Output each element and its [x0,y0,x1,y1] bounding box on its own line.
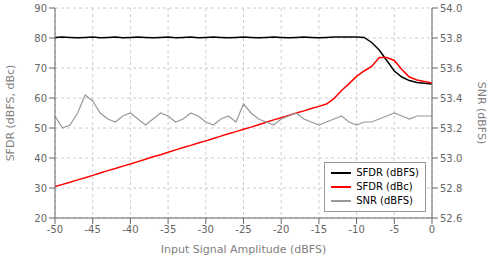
svg-text:52.8: 52.8 [440,183,462,194]
svg-text:20: 20 [34,213,47,224]
svg-text:40: 40 [34,153,47,164]
svg-text:-20: -20 [273,224,289,235]
svg-text:60: 60 [34,93,47,104]
svg-text:53.8: 53.8 [440,33,462,44]
svg-text:-10: -10 [348,224,364,235]
svg-text:SNR (dBFS): SNR (dBFS) [475,82,488,145]
svg-text:-40: -40 [122,224,138,235]
svg-text:70: 70 [34,63,47,74]
svg-text:SFDR (dBFS, dBc): SFDR (dBFS, dBc) [8,65,17,162]
svg-text:-5: -5 [389,224,399,235]
svg-text:53.2: 53.2 [440,123,462,134]
html-text:SNR (dBFS): SNR (dBFS) [356,195,413,206]
html-text:SFDR (dBc): SFDR (dBc) [356,181,413,192]
svg-text:50: 50 [34,123,47,134]
html-text:SFDR (dBFS): SFDR (dBFS) [356,167,419,178]
svg-text:-50: -50 [47,224,63,235]
svg-text:-30: -30 [198,224,214,235]
svg-text:-45: -45 [85,224,101,235]
svg-text:90: 90 [34,3,47,14]
svg-text:54.0: 54.0 [440,3,462,14]
svg-text:-35: -35 [160,224,176,235]
svg-text:0: 0 [429,224,435,235]
svg-text:30: 30 [34,183,47,194]
svg-text:-15: -15 [311,224,327,235]
svg-text:52.6: 52.6 [440,213,462,224]
svg-text:-25: -25 [235,224,251,235]
svg-text:Input Signal Amplitude (dBFS): Input Signal Amplitude (dBFS) [161,243,326,256]
svg-text:80: 80 [34,33,47,44]
svg-text:53.6: 53.6 [440,63,462,74]
svg-text:53.0: 53.0 [440,153,462,164]
svg-text:53.4: 53.4 [440,93,462,104]
